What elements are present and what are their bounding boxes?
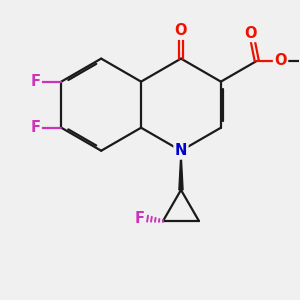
- Polygon shape: [179, 151, 183, 190]
- Text: F: F: [30, 74, 40, 89]
- Text: O: O: [274, 53, 287, 68]
- Text: F: F: [134, 211, 144, 226]
- Text: N: N: [175, 143, 187, 158]
- Text: O: O: [244, 26, 257, 41]
- Text: F: F: [30, 120, 40, 135]
- Text: O: O: [175, 23, 187, 38]
